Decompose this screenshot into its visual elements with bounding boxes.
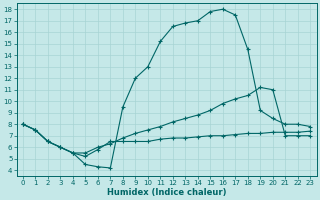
X-axis label: Humidex (Indice chaleur): Humidex (Indice chaleur) xyxy=(107,188,226,197)
